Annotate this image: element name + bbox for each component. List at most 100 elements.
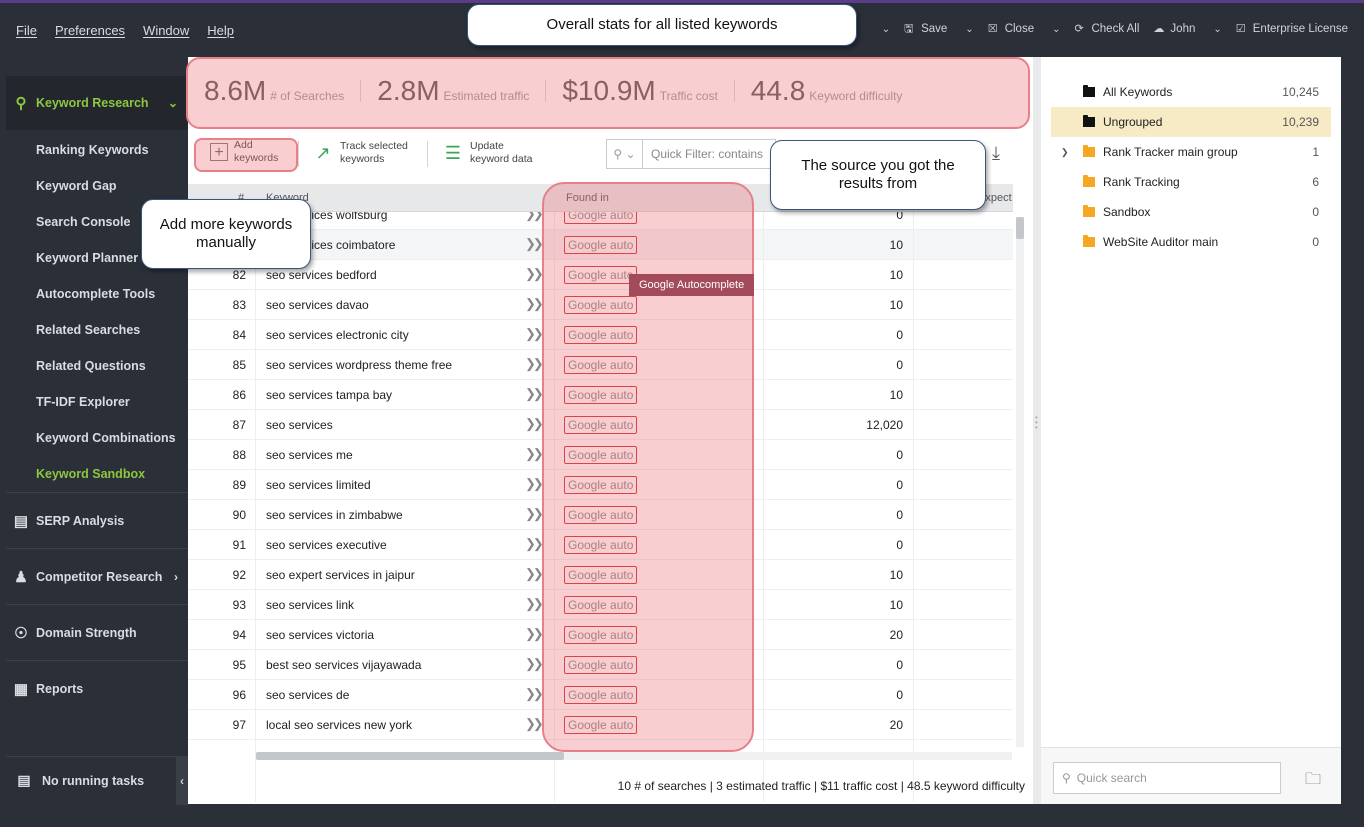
menu-preferences[interactable]: Preferences bbox=[54, 23, 126, 38]
sidebar-section-reports[interactable]: ▦ Reports bbox=[6, 661, 188, 716]
sidebar-item-keyword-combinations[interactable]: Keyword Combinations bbox=[36, 431, 176, 445]
menu-window[interactable]: Window bbox=[143, 23, 190, 38]
vertical-scrollbar[interactable] bbox=[1016, 217, 1024, 747]
double-chevron-icon[interactable]: ❯❯ bbox=[525, 626, 544, 641]
tree-item-rank-tracker-main-group[interactable]: ❯ Rank Tracker main group 1 bbox=[1051, 137, 1331, 167]
sidebar-item-keyword-sandbox[interactable]: Keyword Sandbox bbox=[36, 467, 146, 481]
double-chevron-icon[interactable]: ❯❯ bbox=[525, 566, 544, 581]
track-keywords-button[interactable]: ↗ Track selected keywords bbox=[312, 140, 407, 166]
sidebar-section-domain-strength[interactable]: ☉ Domain Strength bbox=[6, 605, 188, 660]
double-chevron-icon[interactable]: ❯❯ bbox=[525, 206, 544, 221]
table-row[interactable]: seo services wolfsburg ❯❯ Google auto 0 bbox=[188, 206, 1013, 230]
check-all-button[interactable]: ⟳ Check All bbox=[1074, 23, 1139, 35]
double-chevron-icon[interactable]: ❯❯ bbox=[525, 476, 544, 491]
close-chevron-down-icon[interactable]: ⌄ bbox=[1052, 23, 1061, 35]
table-row[interactable]: 91 seo services executive ❯❯ Google auto 0 bbox=[188, 530, 1013, 560]
double-chevron-icon[interactable]: ❯❯ bbox=[525, 656, 544, 671]
double-chevron-icon[interactable]: ❯❯ bbox=[525, 326, 544, 341]
download-icon[interactable]: ⤓ bbox=[992, 143, 1000, 163]
add-folder-icon[interactable]: 🗀 bbox=[1305, 771, 1322, 788]
window-top-edge bbox=[0, 0, 1364, 3]
scrollbar-thumb[interactable] bbox=[256, 752, 564, 760]
sidebar-item-related-searches[interactable]: Related Searches bbox=[36, 323, 141, 337]
filter-search-icon[interactable]: ⚲ ⌄ bbox=[607, 140, 643, 168]
found-in-tag: Google auto bbox=[564, 506, 638, 524]
table-row[interactable]: seo services coimbatore ❯❯ Google auto 10 bbox=[188, 230, 1013, 260]
table-row[interactable]: 92 seo expert services in jaipur ❯❯ Google … bbox=[188, 560, 1013, 590]
tree-item-ungrouped[interactable]: Ungrouped 10,239 bbox=[1051, 107, 1331, 137]
double-chevron-icon[interactable]: ❯❯ bbox=[525, 446, 544, 461]
double-chevron-icon[interactable]: ❯❯ bbox=[525, 386, 544, 401]
menu-file[interactable]: File bbox=[16, 23, 37, 38]
sidebar-section-label: SERP Analysis bbox=[36, 513, 125, 528]
sidebar-section-keyword-research[interactable]: ⚲ Keyword Research ⌄ bbox=[6, 76, 188, 130]
double-chevron-icon[interactable]: ❯❯ bbox=[525, 536, 544, 551]
double-chevron-icon[interactable]: ❯❯ bbox=[525, 506, 544, 521]
user-button[interactable]: ☁ John bbox=[1153, 23, 1195, 35]
table-row[interactable]: 96 seo services de ❯❯ Google auto 0 bbox=[188, 680, 1013, 710]
sidebar-divider bbox=[6, 604, 188, 605]
license-button[interactable]: ☑ Enterprise License bbox=[1236, 23, 1348, 35]
quick-filter[interactable]: ⚲ ⌄ Quick Filter: contains bbox=[606, 139, 776, 169]
menu-help[interactable]: Help bbox=[207, 23, 235, 38]
double-chevron-icon[interactable]: ❯❯ bbox=[525, 296, 544, 311]
splitter-grip-icon[interactable]: • • • bbox=[1035, 413, 1038, 432]
table-row[interactable]: 86 seo services tampa bay ❯❯ Google auto 10 bbox=[188, 380, 1013, 410]
chevron-down-icon[interactable]: ⌄ bbox=[881, 23, 891, 35]
table-row[interactable]: 84 seo services electronic city ❯❯ Google a… bbox=[188, 320, 1013, 350]
table-row[interactable]: 87 seo services ❯❯ Google auto 12,020 bbox=[188, 410, 1013, 440]
quick-search-input[interactable]: ⚲ Quick search bbox=[1053, 762, 1281, 794]
table-row[interactable]: 90 seo services in zimbabwe ❯❯ Google auto 0 bbox=[188, 500, 1013, 530]
column-header-found-in[interactable]: Found in bbox=[566, 192, 609, 204]
toolbar-separator bbox=[298, 141, 299, 167]
double-chevron-icon[interactable]: ❯❯ bbox=[525, 686, 544, 701]
tree-item-rank-tracking[interactable]: Rank Tracking 6 bbox=[1051, 167, 1331, 197]
sidebar-item-tf-idf-explorer[interactable]: TF-IDF Explorer bbox=[36, 395, 130, 409]
table-row[interactable]: 97 local seo services new york ❯❯ Google au… bbox=[188, 710, 1013, 740]
table-row[interactable]: 95 best seo services vijayawada ❯❯ Google a… bbox=[188, 650, 1013, 680]
stat-value: 2.8M bbox=[377, 75, 440, 106]
sidebar-item-related-questions[interactable]: Related Questions bbox=[36, 359, 146, 373]
tree-item-sandbox[interactable]: Sandbox 0 bbox=[1051, 197, 1331, 227]
update-data-button[interactable]: ☰ Update keyword data bbox=[442, 140, 533, 166]
found-in-tag: Google auto bbox=[564, 476, 638, 494]
row-searches: 0 bbox=[896, 538, 903, 552]
quick-filter-input[interactable]: Quick Filter: contains bbox=[651, 147, 764, 161]
table-row[interactable]: 83 seo services davao ❯❯ Google auto 10 bbox=[188, 290, 1013, 320]
table-row[interactable]: 88 seo services me ❯❯ Google auto 0 bbox=[188, 440, 1013, 470]
close-button[interactable]: ☒ Close bbox=[988, 23, 1034, 35]
table-row[interactable]: 89 seo services limited ❯❯ Google auto 0 bbox=[188, 470, 1013, 500]
column-header-expect[interactable]: Expect bbox=[978, 192, 1012, 204]
double-chevron-icon[interactable]: ❯❯ bbox=[525, 716, 544, 731]
double-chevron-icon[interactable]: ❯❯ bbox=[525, 266, 544, 281]
double-chevron-icon[interactable]: ❯❯ bbox=[525, 236, 544, 251]
collapse-sidebar-icon[interactable]: ‹ bbox=[176, 757, 188, 805]
table-row[interactable]: 94 seo services victoria ❯❯ Google auto 20 bbox=[188, 620, 1013, 650]
double-chevron-icon[interactable]: ❯❯ bbox=[525, 356, 544, 371]
tree-item-label: Ungrouped bbox=[1103, 115, 1163, 129]
tree-item-all-keywords[interactable]: All Keywords 10,245 bbox=[1051, 77, 1331, 107]
save-chevron-down-icon[interactable]: ⌄ bbox=[965, 23, 974, 35]
sidebar-item-autocomplete-tools[interactable]: Autocomplete Tools bbox=[36, 287, 156, 301]
sidebar-section-competitor-research[interactable]: ♟ Competitor Research › bbox=[6, 549, 188, 604]
panel-splitter[interactable] bbox=[1033, 57, 1041, 804]
table-row[interactable]: 93 seo services link ❯❯ Google auto 10 bbox=[188, 590, 1013, 620]
add-keywords-button[interactable]: + Add keywords bbox=[210, 139, 278, 165]
sidebar-item-ranking-keywords[interactable]: Ranking Keywords bbox=[36, 143, 149, 157]
double-chevron-icon[interactable]: ❯❯ bbox=[525, 416, 544, 431]
user-chevron-down-icon[interactable]: ⌄ bbox=[1213, 23, 1222, 35]
tree-item-website-auditor-main[interactable]: WebSite Auditor main 0 bbox=[1051, 227, 1331, 257]
scrollbar-thumb[interactable] bbox=[1016, 217, 1024, 239]
sidebar-item-keyword-planner[interactable]: Keyword Planner bbox=[36, 251, 139, 265]
sidebar-section-serp-analysis[interactable]: ▤ SERP Analysis bbox=[6, 493, 188, 548]
sidebar-item-search-console[interactable]: Search Console bbox=[36, 215, 131, 229]
horizontal-scrollbar[interactable] bbox=[256, 752, 1012, 760]
column-header-number[interactable]: # bbox=[238, 192, 245, 204]
table-row[interactable]: 85 seo services wordpress theme free ❯❯ Goo… bbox=[188, 350, 1013, 380]
table-row[interactable]: 82 seo services bedford ❯❯ Google auto 10 bbox=[188, 260, 1013, 290]
tasks-footer[interactable]: ▤ No running tasks ‹ bbox=[6, 756, 188, 805]
expand-arrow-icon[interactable]: ❯ bbox=[1061, 146, 1069, 157]
sidebar-item-keyword-gap[interactable]: Keyword Gap bbox=[36, 179, 117, 193]
double-chevron-icon[interactable]: ❯❯ bbox=[525, 596, 544, 611]
save-button[interactable]: 🖫 Save bbox=[904, 23, 947, 35]
